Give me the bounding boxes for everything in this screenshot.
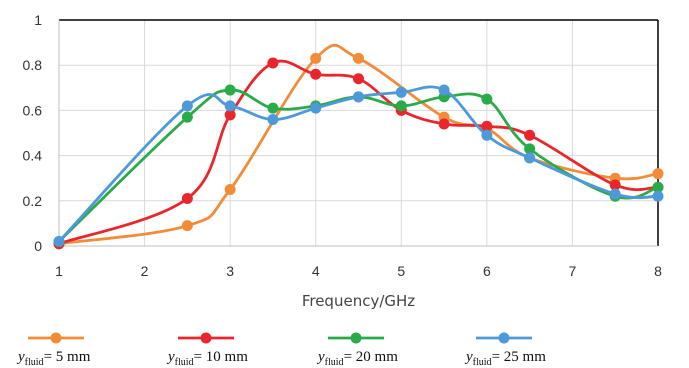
data-point	[224, 100, 236, 112]
x-tick-label: 5	[397, 263, 405, 279]
series-25mm	[53, 84, 664, 247]
legend-subscript: fluid	[473, 357, 492, 368]
y-tick-label: 0	[34, 238, 42, 254]
y-tick-label: 0.6	[23, 102, 43, 118]
legend-subscript: fluid	[25, 357, 44, 368]
data-point	[524, 129, 536, 141]
data-point	[609, 179, 621, 191]
data-point	[395, 86, 407, 98]
series-line	[57, 59, 660, 246]
legend-marker	[350, 332, 362, 344]
data-point	[524, 152, 536, 164]
x-tick-label: 3	[226, 263, 234, 279]
data-point	[395, 100, 407, 112]
legend-label: yfluid= 10 mm	[166, 349, 248, 368]
x-tick-label: 7	[569, 263, 577, 279]
data-point	[524, 143, 536, 155]
legend-symbol: y	[464, 349, 473, 365]
data-point	[481, 120, 493, 132]
data-point	[310, 52, 322, 64]
legend-entry: yfluid= 25 mm	[464, 332, 546, 368]
legend-entry: yfluid= 10 mm	[166, 332, 248, 368]
data-point	[609, 188, 621, 200]
x-tick-label: 6	[483, 263, 491, 279]
data-point	[353, 73, 364, 85]
legend-subscript: fluid	[175, 357, 194, 368]
data-point	[224, 184, 236, 195]
data-point	[438, 84, 450, 96]
data-point	[181, 220, 193, 232]
series-line	[57, 85, 660, 243]
series-20mm	[53, 84, 664, 247]
y-tick-label: 0.8	[23, 57, 43, 73]
legend-value: = 10 mm	[194, 349, 249, 365]
data-point	[310, 68, 322, 80]
data-point	[353, 52, 364, 64]
data-point	[181, 111, 193, 123]
legend-entry: yfluid= 5 mm	[16, 332, 91, 368]
legend: yfluid= 5 mm yfluid= 10 mm yfluid= 20 mm yf…	[16, 332, 546, 368]
data-point	[224, 84, 236, 96]
legend-label: yfluid= 5 mm	[16, 349, 91, 368]
legend-value: = 20 mm	[344, 349, 399, 365]
series-line	[57, 88, 660, 243]
data-point	[438, 118, 450, 130]
data-point	[181, 100, 193, 112]
series-layer	[53, 43, 664, 250]
x-axis-title: Frequency/GHz	[302, 292, 415, 310]
x-tick-label: 8	[654, 263, 662, 279]
data-point	[652, 190, 664, 202]
data-point	[224, 109, 236, 121]
x-tick-label: 2	[141, 263, 149, 279]
data-point	[310, 102, 322, 114]
legend-subscript: fluid	[325, 357, 344, 368]
legend-symbol: y	[166, 349, 175, 365]
series-10mm	[53, 57, 664, 250]
data-point	[353, 91, 364, 103]
data-point	[652, 168, 664, 180]
x-tick-label: 4	[312, 263, 320, 279]
data-point	[181, 193, 193, 205]
legend-label: yfluid= 20 mm	[316, 349, 398, 368]
data-point	[267, 113, 279, 125]
legend-value: = 25 mm	[492, 349, 547, 365]
data-point	[481, 129, 493, 141]
legend-label: yfluid= 25 mm	[464, 349, 546, 368]
data-point	[267, 57, 279, 69]
y-tick-label: 0.4	[23, 148, 43, 164]
legend-entry: yfluid= 20 mm	[316, 332, 398, 368]
data-point	[267, 102, 279, 114]
axes: 1 2 3 4 5 6 7 8 0 0.2 0.4 0.6 0.8 1 Frequency/GHz	[23, 12, 663, 310]
legend-marker	[50, 332, 62, 344]
legend-marker	[498, 332, 510, 344]
y-tick-label: 1	[34, 12, 42, 28]
legend-symbol: y	[316, 349, 325, 365]
data-point	[652, 181, 664, 193]
x-tick-label: 1	[55, 263, 63, 279]
legend-marker	[200, 332, 212, 344]
data-point	[481, 93, 493, 105]
data-point	[53, 235, 65, 247]
legend-value: = 5 mm	[44, 349, 91, 365]
y-tick-label: 0.2	[23, 193, 43, 209]
legend-symbol: y	[16, 349, 25, 365]
